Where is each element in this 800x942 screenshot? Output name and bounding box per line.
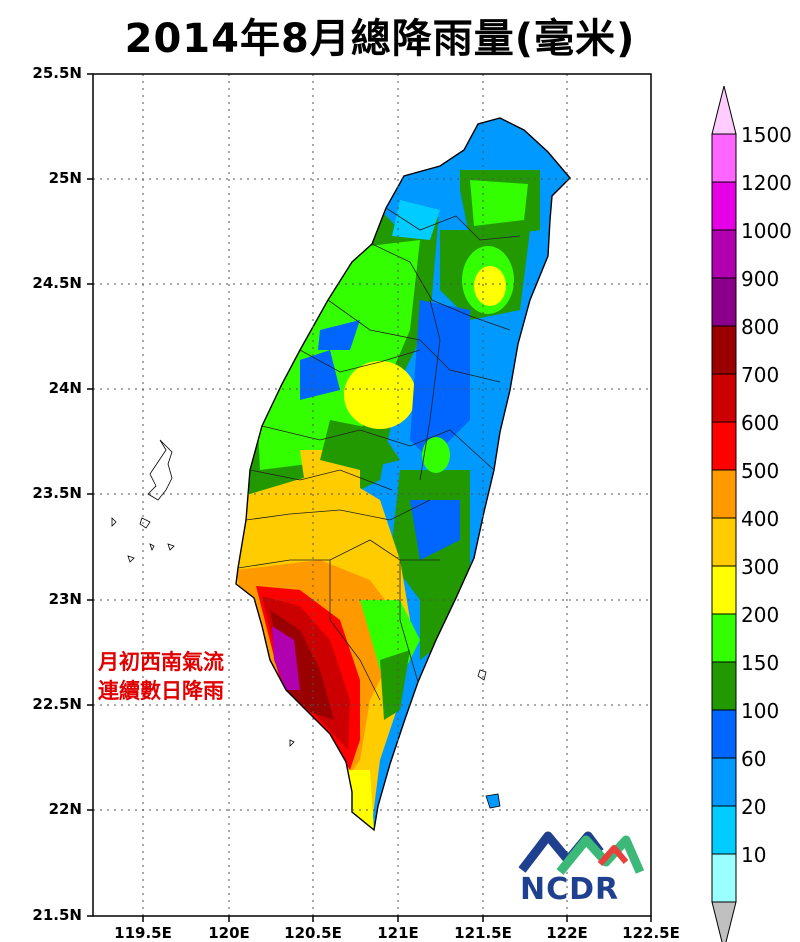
lon-label: 119.5E <box>114 924 172 942</box>
colorbar-segment <box>711 469 737 519</box>
lat-label: 22N <box>48 800 82 818</box>
colorbar-segment <box>711 757 737 807</box>
colorbar-label: 10 <box>741 843 767 867</box>
annotation-line-1: 月初西南氣流 <box>98 650 224 674</box>
county-boundaries <box>237 207 521 701</box>
lon-label: 121E <box>377 924 419 942</box>
colorbar-label: 200 <box>741 603 780 627</box>
colorbar-over-triangle <box>711 85 737 135</box>
colorbar-segment <box>711 709 737 759</box>
lat-label: 23N <box>48 590 82 608</box>
colorbar-label: 150 <box>741 651 780 675</box>
colorbar-segment <box>711 373 737 423</box>
lat-label: 24.5N <box>32 274 82 292</box>
colorbar-label: 400 <box>741 507 780 531</box>
map-frame <box>92 73 652 917</box>
colorbar-label: 300 <box>741 555 780 579</box>
colorbar-label: 1500 <box>741 123 792 147</box>
colorbar-segment <box>711 805 737 855</box>
penghu-islands <box>111 439 175 563</box>
colorbar-segment <box>711 181 737 231</box>
colorbar-label: 100 <box>741 699 780 723</box>
map-title: 2014年8月總降雨量(毫米) <box>124 16 636 62</box>
colorbar-segment <box>711 133 737 183</box>
green-island <box>477 669 487 681</box>
colorbar-label: 20 <box>741 795 767 819</box>
lat-label: 22.5N <box>32 695 82 713</box>
liuqiu-island <box>289 739 295 747</box>
colorbar-under-triangle <box>711 901 737 942</box>
lon-label: 120.5E <box>284 924 342 942</box>
colorbar <box>711 85 737 942</box>
colorbar-segment <box>711 325 737 375</box>
lon-label: 122.5E <box>622 924 680 942</box>
lon-label: 122E <box>546 924 588 942</box>
colorbar-label: 900 <box>741 267 780 291</box>
ncdr-logo-mark <box>518 831 645 875</box>
annotation-line-2: 連續數日降雨 <box>98 679 224 703</box>
colorbar-label: 1000 <box>741 219 792 243</box>
colorbar-label: 500 <box>741 459 780 483</box>
colorbar-label: 60 <box>741 747 767 771</box>
taiwan-coastline <box>235 117 571 832</box>
colorbar-label: 700 <box>741 363 780 387</box>
colorbar-segment <box>711 229 737 279</box>
colorbar-segment <box>711 661 737 711</box>
lon-label: 120E <box>208 924 250 942</box>
lat-label: 23.5N <box>32 484 82 502</box>
map-annotation: 月初西南氣流 連續數日降雨 <box>98 648 224 706</box>
colorbar-segment <box>711 565 737 615</box>
lat-label: 21.5N <box>32 906 82 924</box>
colorbar-label: 800 <box>741 315 780 339</box>
lat-label: 25.5N <box>32 64 82 82</box>
ncdr-logo-text: NCDR <box>520 872 620 907</box>
gridlines <box>93 74 651 916</box>
colorbar-segment <box>711 421 737 471</box>
colorbar-segment <box>711 277 737 327</box>
lon-label: 121.5E <box>454 924 512 942</box>
colorbar-segment <box>711 613 737 663</box>
colorbar-label: 600 <box>741 411 780 435</box>
axis-ticks <box>87 73 652 922</box>
lat-label: 24N <box>48 379 82 397</box>
colorbar-segment <box>711 853 737 903</box>
lat-label: 25N <box>48 169 82 187</box>
orchid-island <box>485 793 501 809</box>
colorbar-label: 1200 <box>741 171 792 195</box>
colorbar-segment <box>711 517 737 567</box>
